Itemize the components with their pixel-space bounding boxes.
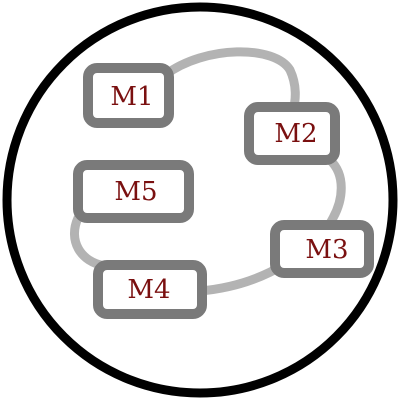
node-m4-box [93,260,207,319]
node-m1-label: M1 [110,82,153,112]
node-m1-box [83,63,174,128]
node-m4[interactable]: M4 [93,260,207,319]
node-m5-box [73,160,194,223]
node-m3-box [270,220,374,278]
node-m3-label: M3 [305,235,348,265]
node-m1[interactable]: M1 [83,63,174,128]
node-m2-label: M2 [274,119,317,149]
node-m5-label: M5 [114,177,157,207]
node-m4-label: M4 [127,275,170,305]
node-m2-box [244,102,340,165]
connector-m1-m2 [160,47,300,115]
node-m2[interactable]: M2 [244,102,340,165]
connector-m4-m5 [70,213,110,271]
node-m3[interactable]: M3 [270,220,374,278]
node-m5[interactable]: M5 [73,160,194,223]
